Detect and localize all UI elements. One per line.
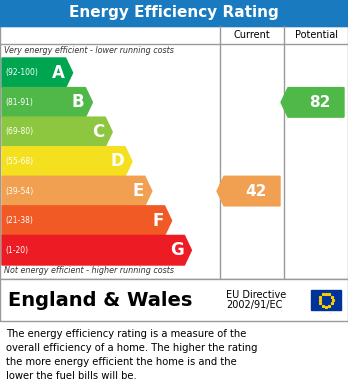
Text: D: D [110,152,124,170]
Text: England & Wales: England & Wales [8,291,192,310]
Text: C: C [92,123,104,141]
Text: Very energy efficient - lower running costs: Very energy efficient - lower running co… [4,46,174,55]
Text: (55-68): (55-68) [5,157,33,166]
Text: Current: Current [234,30,270,40]
Polygon shape [2,117,112,147]
Bar [311,290,341,310]
Text: overall efficiency of a home. The higher the rating: overall efficiency of a home. The higher… [6,343,258,353]
Bar [0,26,348,279]
Polygon shape [281,88,344,117]
Text: 2002/91/EC: 2002/91/EC [226,300,282,310]
Text: Not energy efficient - higher running costs: Not energy efficient - higher running co… [4,266,174,275]
Polygon shape [2,147,132,176]
Text: the more energy efficient the home is and the: the more energy efficient the home is an… [6,357,237,367]
Text: E: E [133,182,144,200]
Text: A: A [52,64,65,82]
Polygon shape [2,206,172,235]
Text: Potential: Potential [294,30,338,40]
Text: (69-80): (69-80) [5,127,33,136]
Text: 42: 42 [245,183,266,199]
Text: (1-20): (1-20) [5,246,28,255]
Polygon shape [2,88,93,117]
Text: Energy Efficiency Rating: Energy Efficiency Rating [69,5,279,20]
Text: (81-91): (81-91) [5,98,33,107]
Text: 82: 82 [309,95,330,110]
Bar [0,0,348,26]
Text: (21-38): (21-38) [5,216,33,225]
Text: B: B [72,93,85,111]
Text: F: F [152,212,164,230]
Bar [0,279,348,321]
Text: G: G [170,241,183,259]
Text: lower the fuel bills will be.: lower the fuel bills will be. [6,371,137,381]
Text: EU Directive: EU Directive [226,290,286,300]
Text: (92-100): (92-100) [5,68,38,77]
Polygon shape [2,176,152,206]
Polygon shape [2,58,73,88]
Text: (39-54): (39-54) [5,187,33,196]
Text: The energy efficiency rating is a measure of the: The energy efficiency rating is a measur… [6,329,246,339]
Polygon shape [2,235,191,265]
Polygon shape [217,176,280,206]
